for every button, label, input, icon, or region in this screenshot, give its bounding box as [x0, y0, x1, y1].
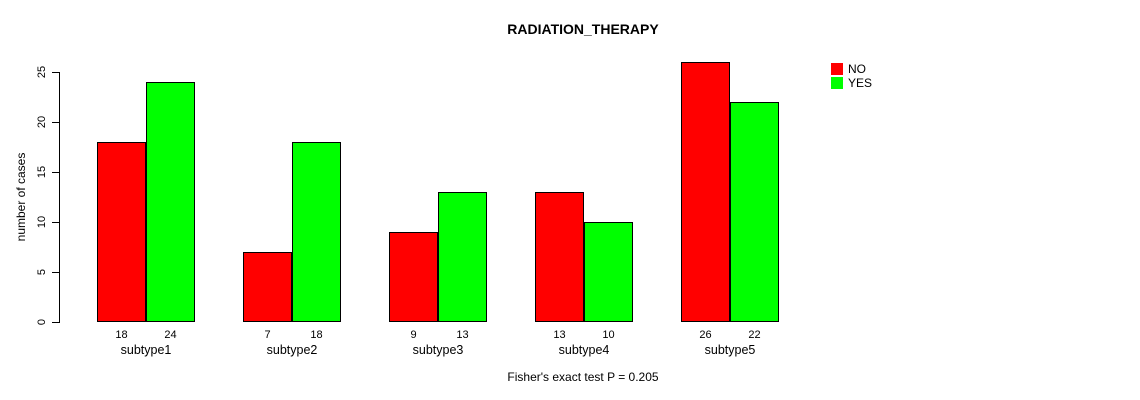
bar-value-no-subtype1: 18: [115, 329, 128, 341]
y-axis-line: [59, 72, 60, 323]
y-tick-mark-15: [52, 172, 60, 173]
legend-item-yes: YES: [831, 76, 872, 90]
y-tick-mark-0: [52, 322, 60, 323]
bar-value-no-subtype4: 13: [553, 329, 566, 341]
bar-value-yes-subtype4: 10: [602, 329, 615, 341]
bar-yes-subtype5: [730, 102, 779, 322]
annotation-text: Fisher's exact test P = 0.205: [507, 370, 659, 384]
bar-value-yes-subtype1: 24: [164, 329, 177, 341]
bar-value-no-subtype5: 26: [699, 329, 712, 341]
bar-value-yes-subtype3: 13: [456, 329, 469, 341]
bar-value-no-subtype3: 9: [410, 329, 417, 341]
bar-no-subtype5: [681, 62, 730, 322]
bar-yes-subtype2: [292, 142, 341, 322]
bar-value-yes-subtype5: 22: [748, 329, 761, 341]
bar-yes-subtype4: [584, 222, 633, 322]
bar-yes-subtype3: [438, 192, 487, 322]
bar-no-subtype4: [535, 192, 584, 322]
x-category-label-subtype3: subtype3: [412, 343, 464, 357]
legend-swatch-no: [831, 63, 843, 75]
y-tick-label-5: 5: [36, 268, 48, 276]
y-axis-label: number of cases: [14, 152, 28, 242]
y-tick-mark-10: [52, 222, 60, 223]
bar-no-subtype1: [97, 142, 146, 322]
y-tick-label-0: 0: [36, 318, 48, 326]
bar-value-yes-subtype2: 18: [310, 329, 323, 341]
x-category-label-subtype1: subtype1: [120, 343, 172, 357]
legend-item-no: NO: [831, 62, 872, 76]
legend-label-no: NO: [848, 62, 866, 76]
legend-swatch-yes: [831, 77, 843, 89]
bar-no-subtype2: [243, 252, 292, 322]
y-tick-label-15: 15: [36, 165, 48, 179]
x-category-label-subtype2: subtype2: [266, 343, 318, 357]
y-tick-label-10: 10: [36, 215, 48, 229]
y-tick-mark-5: [52, 272, 60, 273]
bar-value-no-subtype2: 7: [264, 329, 271, 341]
bar-yes-subtype1: [146, 82, 195, 322]
y-tick-mark-25: [52, 72, 60, 73]
bar-no-subtype3: [389, 232, 438, 322]
y-tick-label-20: 20: [36, 115, 48, 129]
legend-label-yes: YES: [848, 76, 873, 90]
chart-title: RADIATION_THERAPY: [507, 21, 659, 37]
x-category-label-subtype5: subtype5: [704, 343, 756, 357]
legend: NO YES: [831, 62, 872, 90]
y-tick-label-25: 25: [36, 65, 48, 79]
x-category-label-subtype4: subtype4: [558, 343, 610, 357]
y-tick-mark-20: [52, 122, 60, 123]
